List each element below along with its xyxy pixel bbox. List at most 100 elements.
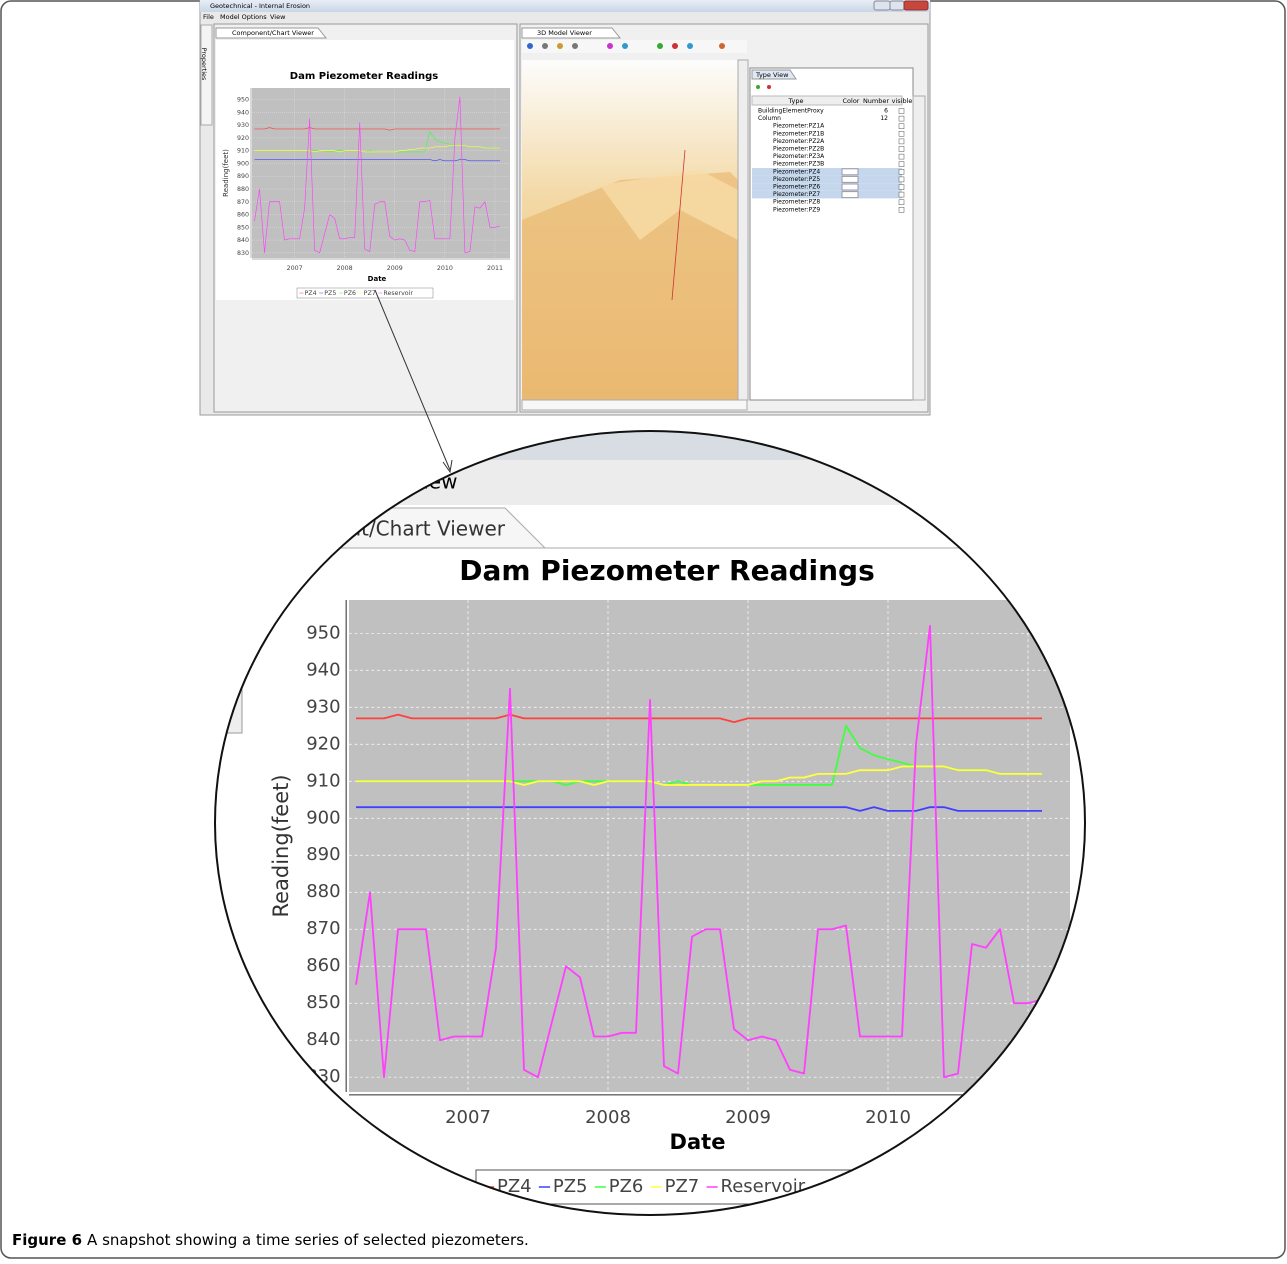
y-tick-label: 850 — [306, 992, 340, 1013]
y-tick-label: 850 — [237, 224, 249, 231]
y-tick-label: 870 — [306, 918, 340, 939]
legend-label: PZ5 — [553, 1176, 588, 1197]
color-swatch — [842, 176, 858, 182]
y-tick-label: 920 — [306, 733, 340, 754]
chart-title: Dam Piezometer Readings — [290, 71, 438, 82]
visible-checkbox[interactable] — [899, 192, 904, 197]
color-swatch — [842, 169, 858, 175]
row-type[interactable]: Piezometer:PZ5 — [773, 176, 820, 183]
y-tick-label: 910 — [237, 148, 249, 155]
legend-label: PZ7 — [665, 1176, 700, 1197]
row-type[interactable]: BuildingElementProxy — [758, 108, 824, 115]
column-header: Color — [843, 97, 860, 105]
y-tick-label: 860 — [306, 955, 340, 976]
column-header: visible — [892, 97, 913, 105]
visible-checkbox[interactable] — [899, 169, 904, 174]
visible-checkbox[interactable] — [899, 207, 904, 212]
plot-area — [349, 600, 1070, 1092]
x-tick-label: 2011 — [487, 265, 503, 272]
x-tick-label: 2008 — [585, 1107, 631, 1128]
screenshot: Geotechnical - Internal Erosion File Mod… — [200, 0, 930, 472]
minimize[interactable] — [874, 1, 890, 10]
legend-label: Reservoir — [383, 290, 413, 297]
color-swatch — [842, 192, 858, 198]
x-tick-label: 2009 — [725, 1107, 771, 1128]
row-type[interactable]: Piezometer:PZ2A — [773, 138, 825, 145]
slider[interactable] — [738, 60, 748, 400]
row-type[interactable]: Piezometer:PZ3A — [773, 153, 825, 160]
window-title: Geotechnical - Internal Erosion — [210, 2, 310, 10]
visible-checkbox[interactable] — [899, 139, 904, 144]
menu-item[interactable]: File — [203, 13, 214, 21]
visible-checkbox[interactable] — [899, 185, 904, 190]
row-type[interactable]: Piezometer:PZ3B — [773, 161, 824, 168]
legend-label: PZ5 — [324, 290, 336, 297]
visible-checkbox[interactable] — [899, 131, 904, 136]
visible-checkbox[interactable] — [899, 154, 904, 159]
type-tab-label[interactable]: Type View — [755, 71, 789, 79]
remove[interactable] — [767, 85, 771, 89]
x-tick-label: 2008 — [337, 265, 353, 272]
row-number: 6 — [884, 108, 888, 115]
row-type[interactable]: Piezometer:PZ7 — [773, 191, 820, 198]
chart-title: Dam Piezometer Readings — [459, 554, 875, 587]
visible-checkbox[interactable] — [899, 177, 904, 182]
x-axis-label: Date — [368, 275, 387, 283]
y-tick-label: 880 — [237, 186, 249, 193]
row-type[interactable]: Piezometer:PZ8 — [773, 199, 820, 206]
visible-checkbox[interactable] — [899, 162, 904, 167]
y-tick-label: 890 — [237, 173, 249, 180]
y-axis-label: Reading(feet) — [222, 149, 230, 197]
x-tick-label: 2009 — [387, 265, 403, 272]
add[interactable] — [756, 85, 760, 89]
x-tick-label: 2010 — [437, 265, 453, 272]
y-tick-label: 910 — [306, 770, 340, 791]
column-header: Number — [863, 97, 889, 105]
figure: Geotechnical - Internal Erosion File Mod… — [0, 0, 1287, 1260]
toolbar — [522, 40, 747, 53]
menu-item[interactable]: Model Options — [220, 13, 267, 21]
visible-checkbox[interactable] — [899, 109, 904, 114]
y-tick-label: 950 — [306, 622, 340, 643]
status — [522, 400, 747, 410]
row-type[interactable]: Column — [758, 115, 781, 122]
y-tick-label: 870 — [237, 199, 249, 206]
visible-checkbox[interactable] — [899, 116, 904, 121]
menu-item[interactable]: View — [270, 13, 286, 21]
x-tick-label: 2007 — [445, 1107, 491, 1128]
y-tick-label: 950 — [237, 97, 249, 104]
row-type[interactable]: Piezometer:PZ2B — [773, 146, 824, 153]
y-tick-label: 890 — [306, 844, 340, 865]
visible-checkbox[interactable] — [899, 147, 904, 152]
visible-checkbox[interactable] — [899, 124, 904, 129]
row-type[interactable]: Piezometer:PZ6 — [773, 184, 820, 191]
maximize[interactable] — [890, 1, 904, 10]
y-tick-label: 830 — [237, 250, 249, 257]
x-tick-label: 2007 — [287, 265, 303, 272]
y-tick-label: 900 — [306, 807, 340, 828]
x-axis-label: Date — [670, 1130, 726, 1154]
page: {"window":{"title":"Geotechnical - Inter… — [0, 0, 1287, 1260]
scrollbar[interactable] — [913, 96, 925, 400]
y-tick-label: 880 — [306, 881, 340, 902]
row-type[interactable]: Piezometer:PZ1A — [773, 123, 825, 130]
side-tab[interactable]: Properties — [200, 48, 208, 81]
legend-label: PZ4 — [305, 290, 317, 297]
row-number: 12 — [880, 115, 888, 122]
y-tick-label: 840 — [306, 1029, 340, 1050]
chart-tab-label[interactable]: Component/Chart Viewer — [232, 29, 314, 37]
y-tick-label: 940 — [306, 659, 340, 680]
legend-label: PZ6 — [344, 290, 356, 297]
visible-checkbox[interactable] — [899, 200, 904, 205]
row-type[interactable]: Piezometer:PZ9 — [773, 206, 820, 213]
close[interactable] — [904, 1, 928, 10]
y-tick-label: 930 — [237, 122, 249, 129]
model-tab-label[interactable]: 3D Model Viewer — [537, 29, 592, 37]
row-type[interactable]: Piezometer:PZ1B — [773, 130, 824, 137]
y-axis-label: Reading(feet) — [269, 774, 293, 917]
legend-label: PZ7 — [364, 290, 376, 297]
row-type[interactable]: Piezometer:PZ4 — [773, 168, 820, 175]
x-tick-label: 2010 — [865, 1107, 911, 1128]
y-tick-label: 930 — [306, 696, 340, 717]
